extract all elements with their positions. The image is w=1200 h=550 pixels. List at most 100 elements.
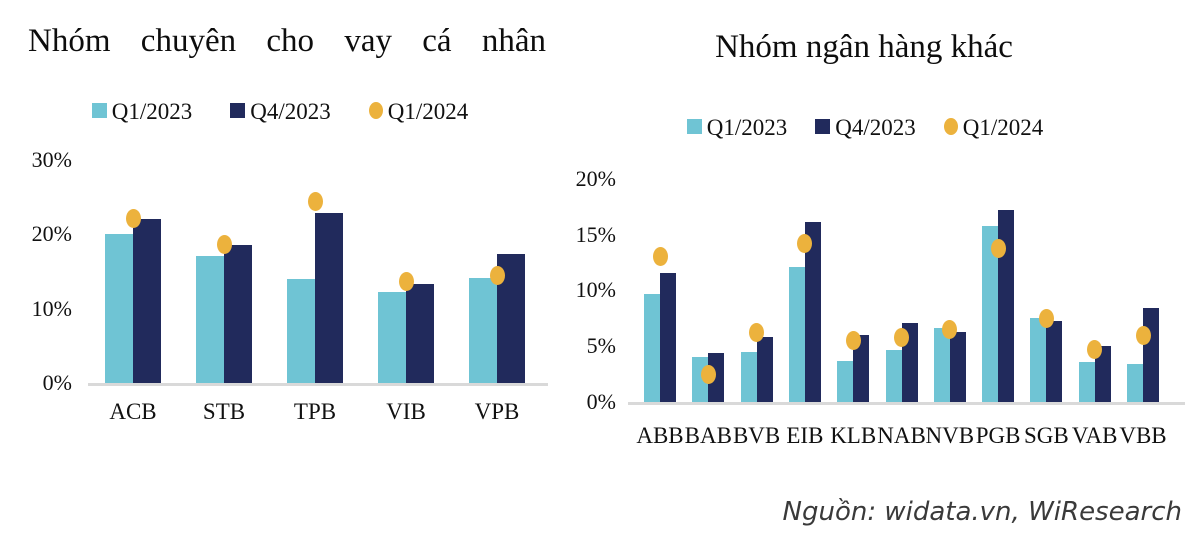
- dot-q1-2024: [990, 238, 1006, 258]
- bar-q4-2023: [853, 335, 870, 402]
- bar-q4-2023: [804, 222, 821, 402]
- bar-group: BVB: [733, 179, 780, 448]
- category-label: VBB: [1119, 423, 1167, 448]
- category-label: KLB: [830, 423, 877, 448]
- dot-q1-2024: [749, 323, 765, 343]
- square-marker-icon: [91, 103, 107, 118]
- dot-q1-2024: [845, 331, 861, 351]
- category-label: ABB: [636, 423, 684, 448]
- bar-group: SGB: [1024, 179, 1069, 448]
- bar-group: NVB: [926, 179, 974, 448]
- chart-other-banks-group: Nhóm ngân hàng khác Q1/2023 Q4/2023 Q1/202…: [560, 0, 1200, 550]
- dot-q1-2024: [1087, 340, 1103, 360]
- bar-q1-2023: [196, 255, 224, 383]
- bar-q1-2023: [1127, 364, 1143, 402]
- y-axis-tick-label: 30%: [31, 147, 72, 173]
- bar-q4-2023: [1143, 308, 1159, 402]
- category-label: VIB: [386, 399, 426, 424]
- bar-q4-2023: [998, 210, 1015, 402]
- dot-q1-2024: [1038, 308, 1054, 328]
- category-label: VAB: [1071, 423, 1118, 448]
- dot-q1-2024: [797, 234, 813, 254]
- y-axis-tick-label: 20%: [31, 221, 72, 247]
- bar-q1-2023: [105, 233, 133, 383]
- square-marker-icon: [230, 103, 246, 118]
- legend-label: Q1/2024: [387, 99, 469, 124]
- legend-label: Q4/2023: [835, 115, 916, 140]
- y-axis-tick-label: 5%: [586, 333, 616, 359]
- dot-q1-2024: [1135, 325, 1151, 345]
- circle-marker-icon: [368, 102, 383, 119]
- bar-q1-2023: [837, 360, 854, 402]
- dot-q1-2024: [894, 327, 909, 347]
- bar-q1-2023: [378, 291, 406, 383]
- bar-q1-2023: [644, 293, 660, 402]
- bar-q1-2023: [287, 278, 315, 383]
- circle-marker-icon: [943, 118, 958, 135]
- y-axis-tick-label: 20%: [575, 165, 616, 191]
- y-axis-tick-label: 10%: [31, 295, 72, 321]
- y-axis-tick-label: 10%: [575, 277, 616, 303]
- bar-group: VPB: [469, 160, 525, 424]
- bar-group: ABB: [636, 179, 684, 448]
- square-marker-icon: [815, 119, 831, 134]
- legend: Q1/2023 Q4/2023 Q1/2024: [0, 98, 560, 123]
- category-label: EIB: [786, 423, 824, 448]
- legend-item: Q4/2023: [230, 98, 331, 123]
- bar-q1-2023: [1030, 318, 1047, 402]
- dot-q1-2024: [700, 364, 716, 384]
- bar-q4-2023: [224, 244, 252, 383]
- category-label: BAB: [684, 423, 732, 448]
- bar-q1-2023: [469, 278, 497, 383]
- legend-item: Q4/2023: [815, 114, 916, 139]
- bar-q1-2023: [740, 351, 757, 402]
- bar-group: EIB: [786, 179, 823, 448]
- legend-item: Q1/2024: [943, 114, 1044, 140]
- category-label: BVB: [732, 423, 781, 448]
- chart-title: Nhóm chuyên cho vay cá nhân: [28, 23, 546, 59]
- dot-q1-2024: [216, 235, 232, 255]
- category-label: STB: [202, 399, 246, 424]
- category-label: NVB: [925, 423, 975, 448]
- bar-q4-2023: [1046, 320, 1063, 402]
- chart-title: Nhóm ngân hàng khác: [715, 29, 1013, 65]
- legend-item: Q1/2023: [686, 114, 787, 139]
- legend-item: Q1/2024: [368, 98, 469, 124]
- bar-q4-2023: [406, 284, 434, 383]
- bar-q4-2023: [949, 331, 966, 402]
- bar-group: BAB: [685, 179, 732, 448]
- bar-group: PGB: [976, 179, 1020, 448]
- dot-q1-2024: [942, 319, 958, 339]
- bar-group: VIB: [378, 160, 434, 424]
- dot-q1-2024: [652, 247, 668, 267]
- dot-q1-2024: [489, 266, 505, 286]
- bar-group: TPB: [287, 160, 343, 424]
- bar-q4-2023: [660, 272, 676, 402]
- plot-area: 0% 10% 20% 30% ACB STB TPB VIB VPB: [32, 147, 548, 424]
- category-label: PGB: [975, 423, 1021, 448]
- legend: Q1/2023 Q4/2023 Q1/2024: [560, 114, 1170, 139]
- bar-q1-2023: [885, 349, 902, 402]
- bar-q4-2023: [133, 219, 161, 383]
- bar-group: KLB: [830, 179, 876, 448]
- dot-q1-2024: [125, 209, 141, 229]
- dot-q1-2024: [307, 192, 323, 212]
- bar-group: ACB: [105, 160, 161, 424]
- category-label: TPB: [293, 399, 337, 424]
- plot-area: 0% 5% 10% 15% 20% ABB BAB BVB EIB KLB NAB NVB PGB SGB…: [576, 166, 1185, 448]
- legend-label: Q1/2024: [962, 115, 1044, 140]
- legend-item: Q1/2023: [91, 98, 192, 123]
- source-note: Nguồn: widata.vn, WiResearch: [782, 497, 1182, 527]
- category-label: NAB: [877, 423, 926, 448]
- bar-q4-2023: [1094, 346, 1111, 402]
- bar-q4-2023: [756, 337, 773, 402]
- bar-group: VBB: [1119, 179, 1167, 448]
- bar-q1-2023: [933, 328, 950, 402]
- bar-q4-2023: [708, 352, 725, 402]
- category-label: SGB: [1024, 423, 1069, 448]
- y-axis-tick-label: 0%: [42, 370, 72, 395]
- bar-q1-2023: [1078, 361, 1095, 402]
- bar-q1-2023: [788, 266, 805, 402]
- bar-group: NAB: [877, 179, 926, 448]
